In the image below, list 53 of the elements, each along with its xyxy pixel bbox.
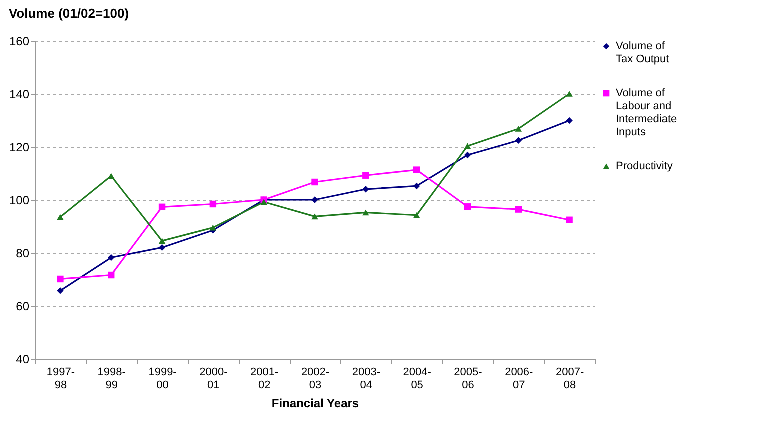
- legend-label: Productivity: [616, 160, 674, 172]
- point: [362, 186, 370, 193]
- point: [413, 182, 420, 190]
- point: [362, 210, 370, 216]
- y-tick-label: 40: [16, 352, 30, 366]
- x-tick-label: 1999-00: [148, 366, 178, 392]
- y-tick-label: 140: [9, 88, 30, 102]
- y-tick-label: 120: [9, 140, 30, 154]
- point: [312, 178, 318, 186]
- point: [210, 200, 217, 208]
- point: [108, 272, 115, 279]
- point: [158, 244, 166, 252]
- point: [464, 143, 472, 150]
- legend-label: Volume of Tax Output: [616, 40, 670, 66]
- x-tick-label: 1998-99: [98, 366, 126, 392]
- x-tick-label: 2007-08: [556, 366, 584, 392]
- point: [158, 238, 166, 244]
- point: [362, 172, 370, 179]
- y-tick-label: 60: [16, 300, 30, 314]
- point: [57, 288, 64, 294]
- point: [413, 212, 420, 218]
- point: [566, 91, 573, 97]
- point: [260, 199, 268, 206]
- point: [312, 196, 318, 204]
- point: [464, 152, 472, 159]
- x-tick-label: 2005-06: [454, 366, 483, 392]
- x-tick-label: 2004-05: [403, 366, 432, 392]
- point: [464, 204, 472, 210]
- point: [57, 276, 64, 283]
- point: [515, 126, 522, 132]
- point: [566, 216, 573, 224]
- point: [108, 254, 115, 262]
- point: [108, 173, 115, 180]
- x-tick-label: 2001-02: [250, 366, 279, 392]
- y-tick-label: 80: [16, 246, 30, 260]
- y-tick-label: 160: [9, 34, 30, 48]
- y-tick-label: 100: [9, 194, 30, 208]
- point: [312, 214, 318, 220]
- point: [566, 117, 573, 124]
- point: [57, 214, 64, 220]
- chart-title: Volume (01/02=100): [8, 6, 130, 21]
- legend-label: Volume of Labour and Intermediate Inputs: [616, 88, 678, 138]
- point: [515, 206, 522, 213]
- x-tick-label: 2000-01: [200, 366, 228, 392]
- point: [158, 204, 166, 211]
- point: [210, 224, 217, 231]
- x-axis-title: Financial Years: [272, 396, 360, 410]
- point: [413, 166, 420, 174]
- point: [515, 137, 522, 144]
- x-tick-label: 2002-03: [301, 366, 330, 392]
- x-tick-label: 2006-07: [505, 366, 534, 392]
- x-tick-label: 1997-98: [46, 366, 76, 392]
- x-tick-label: 2003-04: [352, 366, 381, 392]
